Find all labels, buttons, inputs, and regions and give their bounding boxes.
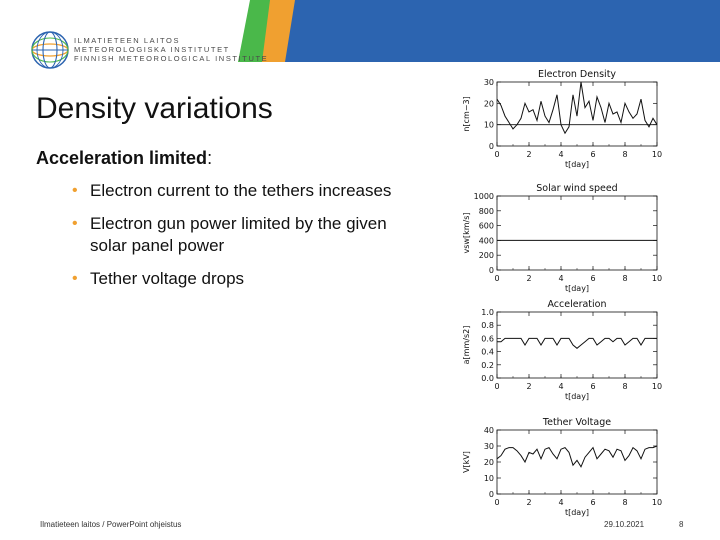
bullet-item: • Tether voltage drops (72, 268, 402, 290)
bullet-item: • Electron gun power limited by the given… (72, 213, 402, 257)
slide-title: Density variations (36, 92, 273, 125)
footer-page-number: 8 (679, 520, 684, 529)
y-tick-label: 1.0 (481, 308, 494, 317)
logo-text-line-2: METEOROLOGISKA INSTITUTET (74, 45, 230, 54)
footer-date: 29.10.2021 (604, 520, 645, 529)
x-tick-label: 10 (652, 382, 662, 391)
logo-text-line-3: FINNISH METEOROLOGICAL INSTITUTE (74, 54, 269, 63)
y-axis-label: V[kV] (462, 451, 471, 473)
y-tick-label: 20 (484, 458, 494, 467)
y-tick-label: 600 (479, 222, 494, 231)
bullet-text: Tether voltage drops (90, 269, 245, 288)
x-tick-label: 2 (526, 150, 531, 159)
y-tick-label: 20 (484, 99, 494, 108)
x-axis-label: t[day] (565, 392, 589, 401)
x-tick-label: 0 (494, 150, 499, 159)
y-axis-label: vsw[km/s] (462, 213, 471, 254)
y-tick-label: 0.4 (481, 348, 494, 357)
chart-frame (496, 429, 658, 495)
y-tick-label: 800 (479, 207, 494, 216)
y-tick-label: 0 (489, 142, 494, 151)
x-axis-label: t[day] (565, 284, 589, 293)
series-line (497, 337, 657, 349)
chart-frame (496, 311, 658, 379)
subhead-colon: : (207, 148, 213, 168)
x-tick-label: 4 (558, 382, 563, 391)
x-tick-label: 6 (590, 382, 595, 391)
x-tick-label: 8 (622, 274, 627, 283)
y-tick-label: 0.8 (481, 321, 494, 330)
y-tick-label: 0.2 (481, 361, 494, 370)
x-tick-label: 6 (590, 150, 595, 159)
y-tick-label: 0.0 (481, 374, 494, 383)
series-line (496, 445, 658, 468)
subhead-bold: Acceleration limited (36, 148, 208, 168)
y-tick-label: 10 (484, 121, 494, 130)
y-tick-label: 10 (484, 474, 494, 483)
y-tick-label: 1000 (474, 192, 494, 201)
bullet-text: Electron current to the tethers increase… (90, 181, 392, 200)
x-tick-label: 4 (558, 150, 563, 159)
x-tick-label: 2 (526, 274, 531, 283)
bullet-dot: • (72, 182, 78, 199)
y-tick-label: 400 (479, 236, 494, 245)
y-axis-label: n[cm−3] (462, 96, 471, 131)
chart-frame (496, 195, 658, 271)
x-tick-label: 4 (558, 498, 563, 507)
x-tick-label: 0 (494, 274, 499, 283)
x-tick-label: 10 (652, 150, 662, 159)
x-tick-label: 6 (590, 498, 595, 507)
chart-title: Solar wind speed (536, 183, 617, 194)
slide-subhead: Acceleration limited: (36, 148, 212, 169)
x-axis-label: t[day] (565, 508, 589, 517)
x-tick-label: 4 (558, 274, 563, 283)
y-tick-label: 30 (484, 442, 494, 451)
bullet-text: Electron gun power limited by the given … (90, 214, 387, 255)
x-tick-label: 0 (494, 382, 499, 391)
bullet-item: • Electron current to the tethers increas… (72, 180, 402, 202)
series-line (496, 81, 658, 135)
y-axis-label: a[mm/s2] (462, 326, 471, 365)
x-tick-label: 8 (622, 498, 627, 507)
y-tick-label: 0 (489, 490, 494, 499)
bullet-dot: • (72, 270, 78, 287)
x-tick-label: 0 (494, 498, 499, 507)
footer-left-text: Ilmatieteen laitos / PowerPoint ohjeistu… (40, 520, 182, 529)
x-axis-label: t[day] (565, 160, 589, 169)
x-tick-label: 2 (526, 498, 531, 507)
x-tick-label: 6 (590, 274, 595, 283)
chart-title: Acceleration (547, 299, 606, 310)
header-banner (238, 0, 720, 62)
fmi-globe-logo (31, 31, 69, 69)
y-tick-label: 0 (489, 266, 494, 275)
x-tick-label: 2 (526, 382, 531, 391)
x-tick-label: 8 (622, 382, 627, 391)
y-tick-label: 0.6 (481, 334, 494, 343)
logo-text-line-1: ILMATIETEEN LAITOS (74, 36, 181, 45)
bullet-list: • Electron current to the tethers increas… (72, 180, 402, 301)
bullet-dot: • (72, 215, 78, 232)
x-tick-label: 10 (652, 274, 662, 283)
x-tick-label: 8 (622, 150, 627, 159)
chart-title: Electron Density (538, 69, 616, 80)
y-tick-label: 40 (484, 426, 494, 435)
y-tick-label: 30 (484, 78, 494, 87)
x-tick-label: 10 (652, 498, 662, 507)
banner-blue-wedge (285, 0, 720, 62)
chart-title: Tether Voltage (542, 417, 611, 428)
y-tick-label: 200 (479, 251, 494, 260)
